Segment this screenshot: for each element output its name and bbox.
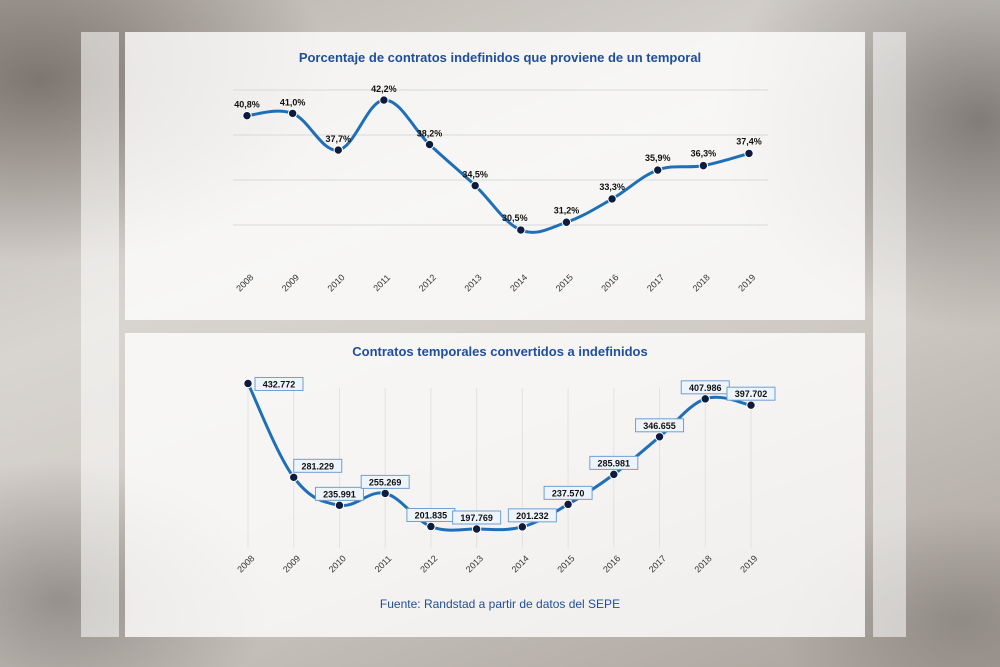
x-tick-label: 2018: [693, 553, 714, 574]
data-label: 42,2%: [371, 84, 397, 94]
x-tick-label: 2010: [327, 553, 348, 574]
data-label: 37,4%: [736, 136, 762, 146]
data-point: [653, 165, 663, 175]
data-point: [243, 378, 253, 389]
data-label-box: [507, 508, 557, 523]
chart-contratos-convertidos: 432.772 281.229 235.991 255.269 201.835 197.7…: [235, 376, 776, 574]
chart-title-top: Porcentaje de contratos indefinidos que …: [298, 50, 702, 65]
data-label-box: [726, 386, 776, 401]
data-point: [654, 432, 665, 442]
data-label: 38,2%: [417, 129, 443, 139]
data-label: 407.986: [689, 383, 722, 393]
data-point: [333, 145, 343, 155]
data-label-box: [314, 486, 364, 501]
data-point: [242, 110, 252, 121]
data-label: 40,8%: [234, 100, 260, 110]
data-point: [424, 139, 435, 150]
data-point: [609, 469, 619, 480]
data-label: 41,0%: [280, 97, 306, 107]
data-label: 237.570: [552, 488, 585, 498]
data-label-box: [543, 485, 593, 500]
data-point: [698, 160, 709, 171]
data-label-box: [589, 455, 639, 470]
data-point: [516, 225, 526, 235]
data-label-box: [360, 474, 410, 489]
data-label: 235.991: [323, 489, 356, 499]
data-label: 37,7%: [326, 134, 352, 144]
data-label: 33,3%: [599, 182, 625, 192]
chart-percent-indefinidos: 40,8% 41,0% 37,7% 42,2% 38,2% 34,5% 30,5% 31,2%…: [233, 84, 768, 293]
x-tick-label: 2016: [601, 553, 622, 574]
data-point: [607, 194, 617, 204]
data-point: [287, 108, 298, 119]
panel-left-edge: [81, 32, 119, 637]
data-label-box: [452, 510, 502, 525]
data-point: [470, 180, 480, 191]
data-point: [700, 394, 710, 404]
data-label: 397.702: [735, 389, 768, 399]
data-point: [744, 148, 754, 159]
chart-panel-top: [125, 32, 865, 320]
x-tick-label: 2012: [418, 553, 439, 574]
data-label: 432.772: [263, 379, 296, 389]
data-point: [561, 217, 572, 227]
x-tick-label: 2017: [647, 553, 668, 574]
x-tick-label: 2015: [555, 553, 576, 574]
data-point: [471, 524, 482, 534]
data-label-box: [293, 458, 343, 473]
x-tick-label: 2013: [464, 553, 485, 574]
data-label: 201.232: [516, 511, 549, 521]
x-tick-label: 2014: [510, 553, 531, 574]
data-label-box: [254, 376, 304, 391]
x-tick-label: 2011: [373, 553, 394, 574]
data-label: 346.655: [643, 421, 676, 431]
source-note: Fuente: Randstad a partir de datos del S…: [379, 597, 621, 611]
series-line: [246, 381, 753, 532]
data-point: [289, 472, 299, 483]
data-point: [380, 488, 390, 499]
data-label: 31,2%: [554, 205, 580, 215]
data-label: 255.269: [369, 477, 402, 487]
x-tick-label: 2008: [235, 553, 256, 574]
data-label: 36,3%: [691, 149, 717, 159]
data-label: 197.769: [460, 513, 493, 523]
data-point: [379, 95, 389, 105]
data-label: 201.835: [415, 510, 448, 520]
data-point: [517, 522, 528, 532]
chart-title-bottom: Contratos temporales convertidos a indef…: [352, 344, 648, 359]
x-tick-label: 2019: [738, 553, 759, 574]
data-label: 285.981: [598, 458, 631, 468]
data-label: 281.229: [301, 461, 334, 471]
data-point: [334, 500, 345, 511]
x-tick-label: 2009: [281, 553, 302, 574]
data-point: [563, 499, 573, 510]
data-label: 34,5%: [462, 170, 488, 180]
data-point: [426, 521, 436, 532]
data-point: [746, 400, 756, 410]
data-label: 35,9%: [645, 153, 671, 163]
data-label: 30,5%: [502, 213, 528, 223]
panel-right-edge: [873, 32, 906, 637]
data-label-box: [635, 418, 685, 433]
